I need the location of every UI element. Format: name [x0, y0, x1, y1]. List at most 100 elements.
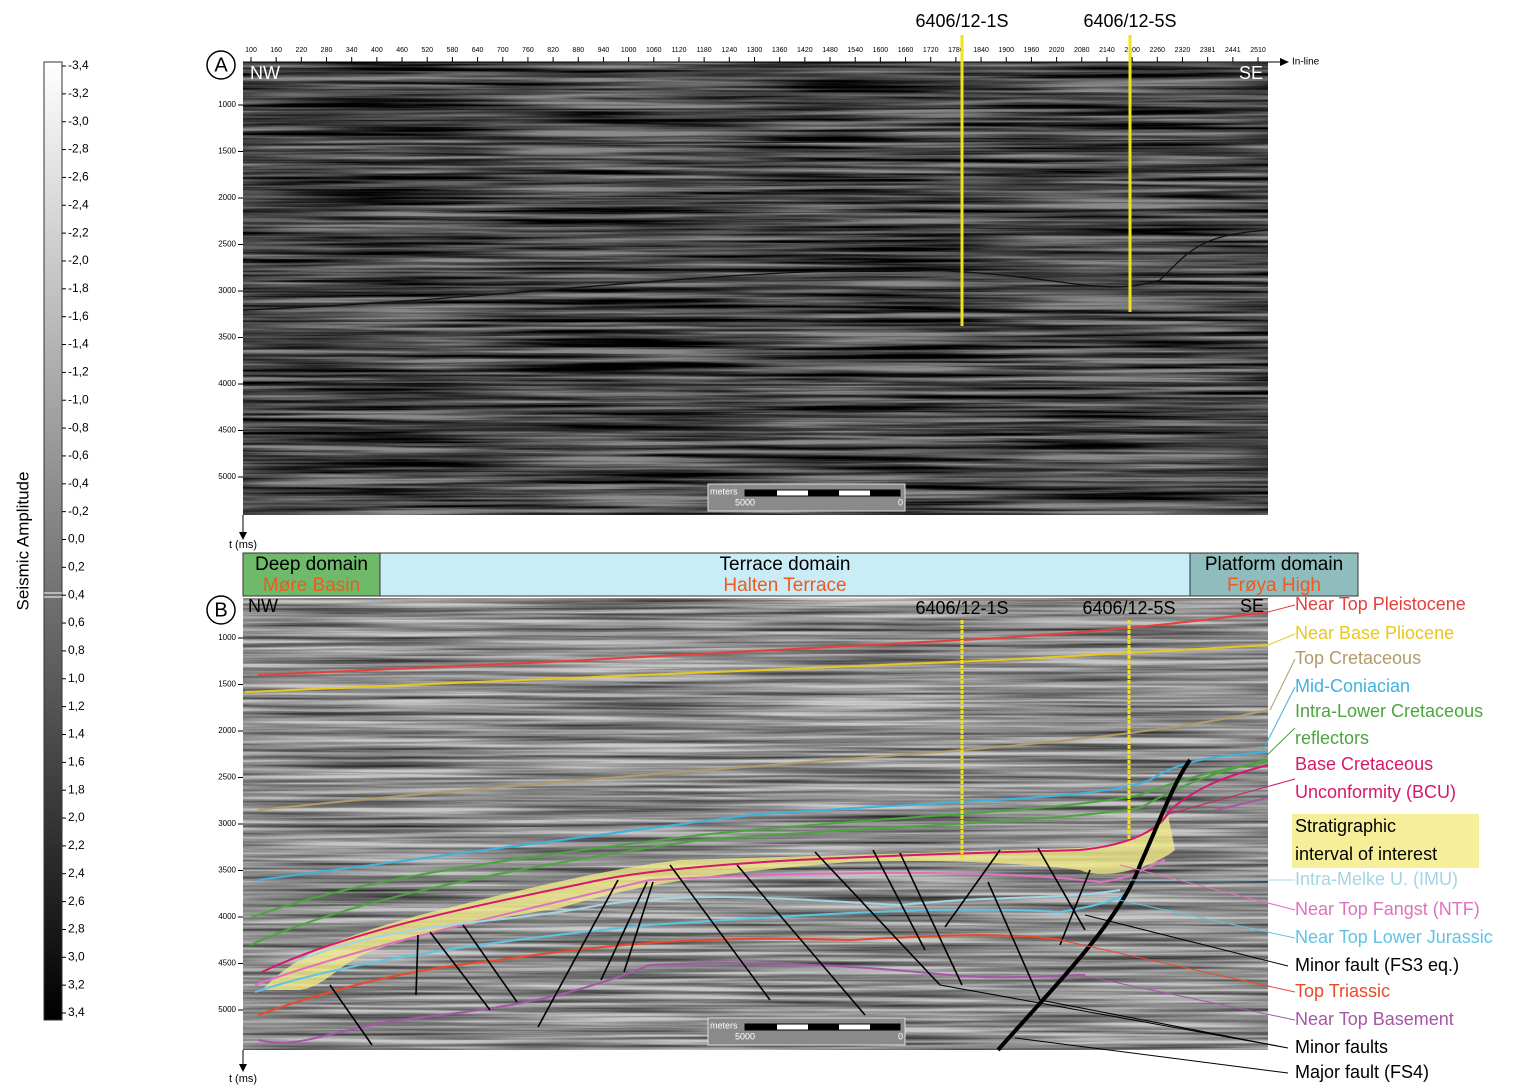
- time-tick-label: 4500: [218, 959, 236, 968]
- legend-label: Mid-Coniacian: [1295, 676, 1410, 696]
- domain-area: Møre Basin: [263, 575, 360, 596]
- leader: [1119, 864, 1296, 911]
- inline-tick-label: 1240: [722, 47, 738, 54]
- time-tick-label: 1500: [218, 147, 236, 156]
- fault: [987, 881, 1041, 1001]
- inline-tick-label: 940: [598, 47, 610, 54]
- scale: [870, 1024, 900, 1030]
- leader: [1014, 1037, 1289, 1074]
- direction-left: NW: [250, 63, 280, 83]
- time-tick-label: 4000: [218, 912, 236, 921]
- fault: [1037, 847, 1086, 931]
- colorbar-label: 1,2: [68, 699, 85, 713]
- scale: [870, 490, 900, 496]
- inline-tick-label: 820: [547, 47, 559, 54]
- time-tick-label: 3000: [218, 819, 236, 828]
- colorbar-label: 0,6: [68, 615, 85, 629]
- legend-label: Top Cretaceous: [1295, 648, 1421, 668]
- fault: [429, 931, 491, 1011]
- reflector: [242, 107, 1269, 431]
- colorbar-label: -1,4: [68, 337, 89, 351]
- inline-tick-label: 2080: [1074, 47, 1090, 54]
- inline-tick-label: 1900: [998, 47, 1014, 54]
- inline-tick-label: 2260: [1150, 47, 1166, 54]
- colorbar-label: 0,0: [68, 532, 85, 546]
- colorbar-label: -2,2: [68, 225, 89, 239]
- scale: [745, 1024, 777, 1030]
- legend-label: Stratigraphic: [1295, 816, 1396, 836]
- horizon: [254, 859, 1166, 986]
- inline-tick-label: 2020: [1049, 47, 1065, 54]
- colorbar-label: -0,2: [68, 504, 89, 518]
- colorbar-label: 0,8: [68, 643, 85, 657]
- leader: [939, 984, 1289, 1049]
- direction-left: NW: [248, 596, 278, 616]
- inline-tick-label: 460: [396, 47, 408, 54]
- colorbar-label: -1,8: [68, 281, 89, 295]
- fault: [415, 934, 419, 996]
- colorbar-label: -0,8: [68, 420, 89, 434]
- domain-area: Frøya High: [1227, 575, 1321, 596]
- legend-label: Top Triassic: [1295, 981, 1390, 1001]
- panel-label: B: [214, 599, 227, 621]
- inline-tick-label: 700: [497, 47, 509, 54]
- colorbar-label: 1,6: [68, 754, 85, 768]
- scale-left: 5000: [735, 1031, 755, 1041]
- horizon: [299, 889, 1121, 961]
- inline-tick-label: 1000: [621, 47, 637, 54]
- inline-tick-label: 2441: [1225, 47, 1241, 54]
- legend-label: Unconformity (BCU): [1295, 782, 1456, 802]
- inline-tick-label: 160: [270, 47, 282, 54]
- fault: [329, 984, 373, 1046]
- inline-tick-label: 1180: [697, 47, 712, 54]
- inline-tick-label: 1420: [797, 47, 813, 54]
- horizon: [249, 761, 1269, 919]
- scale: [808, 490, 839, 496]
- leaders: [939, 604, 1296, 1074]
- fault: [1059, 869, 1091, 946]
- colorbar-label: 2,0: [68, 810, 85, 824]
- leader: [1059, 939, 1296, 993]
- inline-tick-label: 1660: [898, 47, 914, 54]
- colorbar-label: 1,8: [68, 782, 85, 796]
- panel-badge: [206, 50, 236, 80]
- inline-tick-label: 400: [371, 47, 383, 54]
- time-tick-label: 3000: [218, 286, 236, 295]
- leader: [1109, 897, 1296, 939]
- colorbar-label: 0,4: [68, 587, 85, 601]
- scale-unit: meters: [710, 486, 738, 496]
- fault: [944, 849, 1001, 928]
- colorbar-label: -2,0: [68, 253, 89, 267]
- colorbar-label: -0,4: [68, 476, 89, 490]
- interval-of-interest: [262, 815, 1175, 990]
- horizon: [257, 709, 1269, 811]
- inline-tick-label: 1840: [973, 47, 989, 54]
- leader: [1267, 633, 1296, 646]
- time-tick-label: 3500: [218, 866, 236, 875]
- legend-label: Intra-Lower Cretaceous: [1295, 701, 1483, 721]
- reflector: [242, 229, 1269, 311]
- colorbar-label: 3,2: [68, 977, 85, 991]
- horizon: [261, 764, 1269, 973]
- legend-label: Near Top Pleistocene: [1295, 594, 1466, 614]
- colorbar-label: -1,2: [68, 365, 89, 379]
- direction-right: SE: [1239, 63, 1263, 83]
- panel-badge: [206, 595, 236, 625]
- domain-box: [1189, 552, 1359, 597]
- fault: [736, 864, 866, 1016]
- fault: [899, 852, 963, 986]
- leader: [1164, 778, 1296, 816]
- leader: [1261, 727, 1296, 761]
- horizon: [257, 611, 1269, 676]
- arrow: [239, 532, 247, 540]
- well-label: 6406/12-5S: [1083, 11, 1176, 31]
- colorbar-label: -1,0: [68, 392, 89, 406]
- colorbar-label: 1,4: [68, 727, 85, 741]
- scale-unit: meters: [710, 1020, 738, 1030]
- colorbar-label: -2,6: [68, 170, 89, 184]
- time-tick-label: 4000: [218, 379, 236, 388]
- scale-left: 5000: [735, 497, 755, 507]
- inline-tick-label: 1960: [1024, 47, 1040, 54]
- legend-label: Minor faults: [1295, 1037, 1388, 1057]
